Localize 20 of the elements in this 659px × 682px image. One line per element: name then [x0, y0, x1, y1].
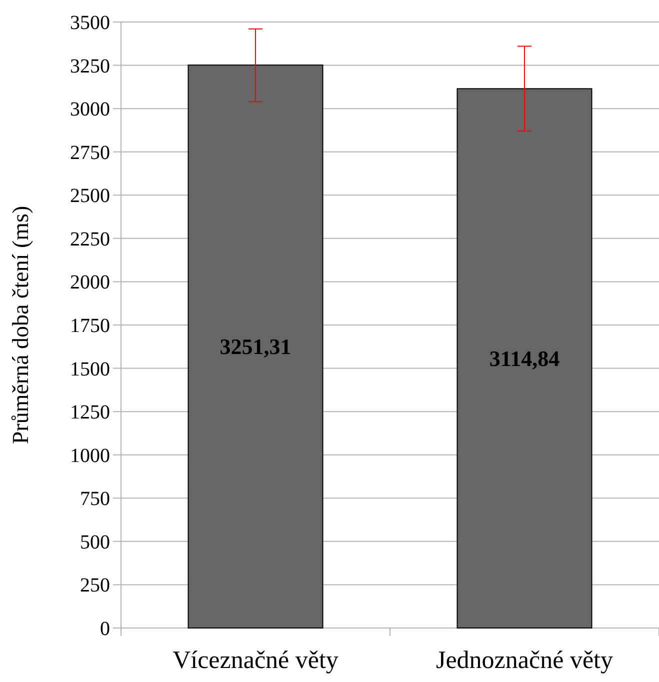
y-tick-label: 1250 [70, 402, 110, 424]
y-tick-label: 250 [80, 574, 110, 597]
x-tick-label: Jednoznačné věty [436, 647, 614, 674]
y-tick-label: 2250 [70, 228, 110, 250]
y-tick-label: 1500 [70, 358, 110, 380]
x-tick-label: Víceznačné věty [172, 647, 339, 674]
y-tick-label: 1000 [70, 444, 110, 467]
y-tick-label: 1750 [70, 315, 110, 337]
y-tick-label: 2500 [70, 185, 110, 208]
y-tick-label: 0 [100, 618, 110, 640]
y-tick-label: 3000 [70, 98, 110, 121]
y-tick-label: 500 [80, 531, 110, 554]
y-tick-label: 2000 [70, 272, 110, 294]
y-tick-label: 3500 [70, 12, 110, 34]
y-axis-title: Průměrná doba čtení (ms) [8, 206, 33, 444]
data-label: 3251,31 [220, 334, 292, 360]
data-label: 3114,84 [489, 346, 560, 372]
y-tick-label: 750 [80, 488, 110, 510]
y-tick-label: 2750 [70, 142, 110, 164]
y-tick-label: 3250 [70, 55, 110, 78]
